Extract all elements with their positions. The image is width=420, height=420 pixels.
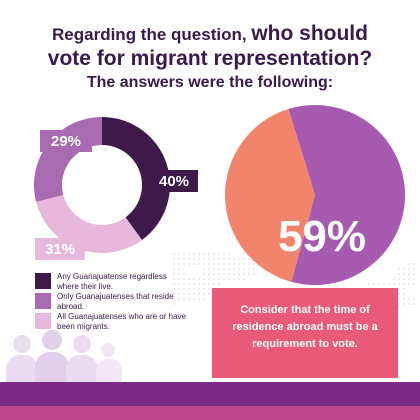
donut-label-40-text: 40% — [158, 172, 190, 190]
donut-label-40: 40% — [150, 170, 198, 192]
title-line-1-big: who should — [251, 22, 368, 45]
donut-label-29: 29% — [40, 130, 92, 152]
title-line-1-small: Regarding the question, — [52, 25, 247, 44]
legend-label-any: Any Guanajuatense regardless where their… — [57, 272, 167, 291]
annotation-box: Consider that the time of residence abro… — [212, 288, 398, 378]
title-line-3: The answers were the following: — [86, 74, 334, 91]
donut-label-31: 31% — [35, 238, 85, 260]
annotation-text: Consider that the time of residence abro… — [232, 304, 378, 350]
title-line-2: vote for migrant representation? — [47, 47, 373, 70]
legend-swatch-migrants — [35, 313, 51, 329]
legend-swatch-abroad — [35, 293, 51, 309]
pie-slice-0 — [288, 105, 405, 285]
donut-label-29-text: 29% — [50, 132, 82, 150]
legend-label-migrants: All Guanajuatenses who are or have been … — [57, 312, 186, 331]
legend-swatch-any — [35, 273, 51, 289]
people-silhouettes-icon — [6, 330, 122, 390]
footer-stripe — [0, 406, 420, 420]
pie-big-percentage: 59% — [277, 212, 367, 261]
donut-label-31-text: 31% — [44, 240, 76, 258]
pie-chart — [224, 105, 405, 285]
donut-slice-0 — [102, 117, 170, 241]
title-line-1: Regarding the question, who should — [0, 22, 420, 46]
legend-label-abroad: Only Guanajuatenses that reside abroad. — [57, 292, 174, 311]
pie-slice-1 — [224, 109, 315, 282]
